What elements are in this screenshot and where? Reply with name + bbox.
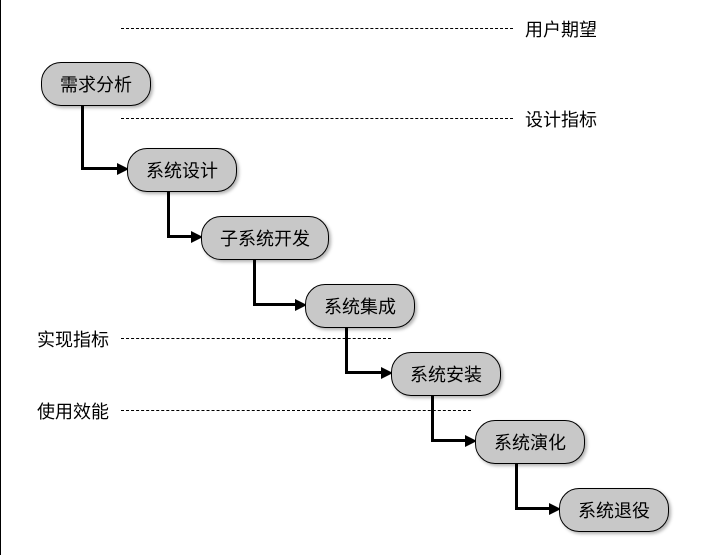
dashed-line	[121, 28, 513, 29]
phase-label: 实现指标	[33, 326, 113, 352]
dashed-line	[121, 338, 391, 339]
phase-label: 用户期望	[521, 16, 601, 42]
dashed-line	[121, 118, 513, 119]
flowchart-node: 系统安装	[391, 352, 501, 396]
flowchart-node: 系统退役	[559, 488, 669, 532]
flowchart-node: 系统设计	[127, 148, 237, 192]
phase-label: 设计指标	[521, 106, 601, 132]
dashed-line	[121, 410, 471, 411]
flowchart-node: 系统集成	[305, 284, 415, 328]
flowchart-node: 系统演化	[475, 420, 585, 464]
phase-label: 使用效能	[33, 398, 113, 424]
flowchart-node: 需求分析	[41, 62, 151, 106]
flowchart-node: 子系统开发	[201, 216, 329, 260]
